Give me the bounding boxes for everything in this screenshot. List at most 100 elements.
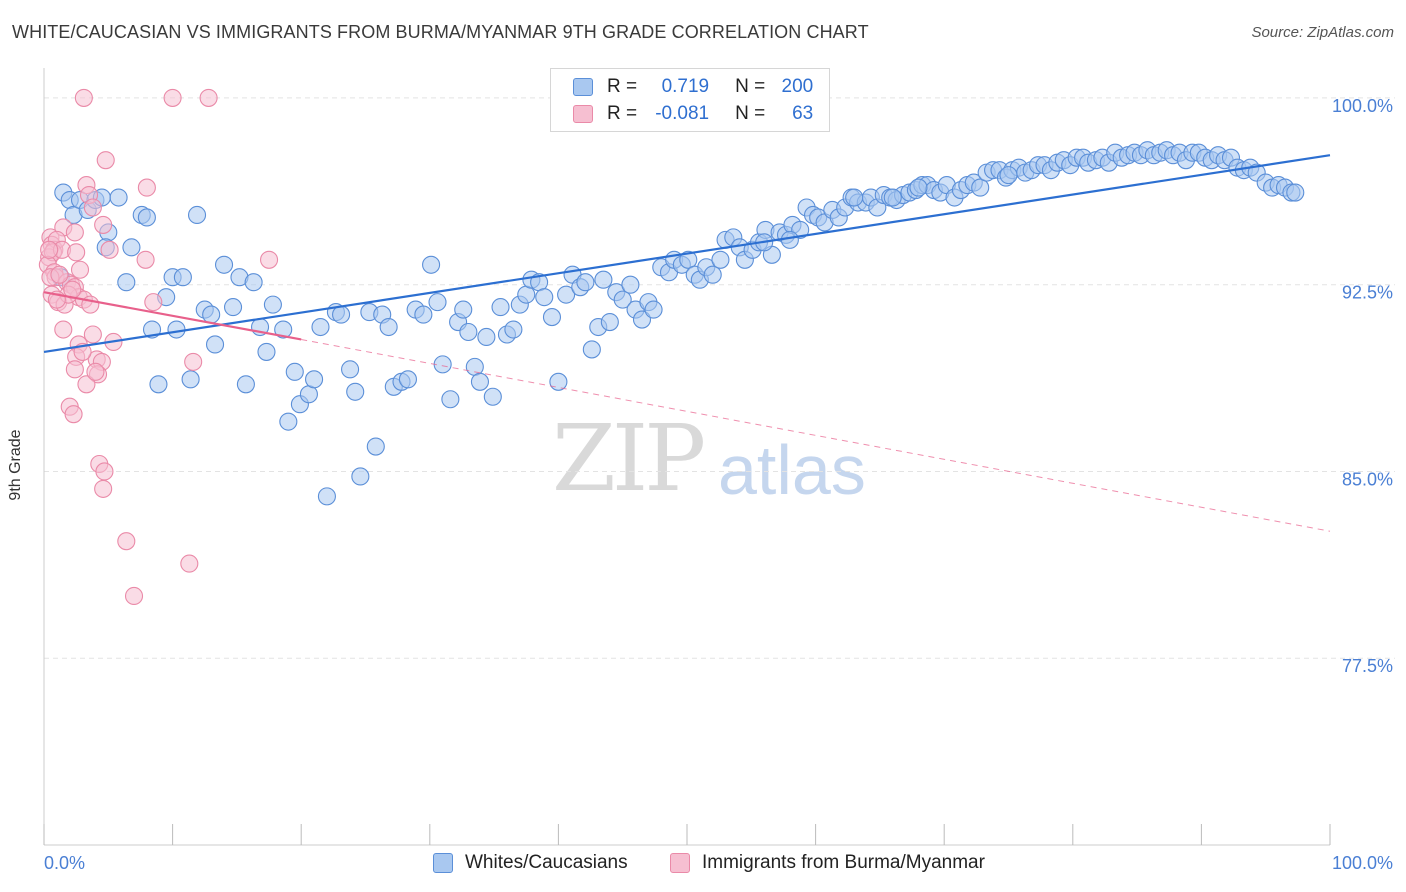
burma-point: [67, 243, 86, 262]
legend-item-burma: Immigrants from Burma/Myanmar: [670, 852, 985, 874]
white-point: [202, 305, 221, 324]
white-point: [117, 273, 136, 292]
white-point: [428, 293, 447, 312]
y-tick-label: 85.0%: [1342, 469, 1393, 489]
white-point: [711, 250, 730, 269]
x-tick-label: 0.0%: [44, 853, 85, 873]
white-point: [305, 370, 324, 389]
burma-point: [137, 178, 156, 197]
burma-trend-extension: [301, 338, 1331, 532]
white-point: [576, 273, 595, 292]
white-point: [582, 340, 601, 359]
white-point: [149, 375, 168, 394]
burma-point: [100, 240, 119, 259]
stats-legend: R = 0.719 N = 200 R = -0.081 N = 63: [550, 68, 830, 132]
white-point: [236, 375, 255, 394]
pink-swatch: [573, 105, 593, 123]
r-value: -0.081: [655, 103, 710, 124]
blue-swatch: [573, 78, 593, 96]
burma-point: [50, 265, 69, 284]
watermark-atlas: atlas: [718, 431, 866, 509]
burma-point: [54, 320, 73, 339]
burma-point: [64, 405, 83, 424]
pink-swatch: [670, 853, 690, 873]
burma-point: [70, 260, 90, 279]
white-point: [594, 270, 613, 289]
burma-point: [83, 198, 102, 217]
burma-point: [96, 151, 115, 170]
white-point: [780, 230, 799, 249]
burma-point: [94, 479, 113, 498]
white-point: [549, 372, 568, 391]
y-tick-label: 77.5%: [1342, 656, 1393, 676]
legend-row-burma: R = -0.081 N = 63: [573, 102, 813, 126]
white-point: [285, 362, 304, 381]
white-point: [263, 295, 282, 314]
r-label: R =: [607, 76, 638, 97]
burma-point: [40, 240, 59, 259]
burma-point: [163, 88, 182, 107]
burma-point: [94, 215, 113, 234]
white-point: [137, 208, 156, 227]
burma-point: [184, 352, 203, 371]
white-point: [557, 285, 576, 304]
white-point: [1286, 183, 1305, 202]
burma-point: [86, 362, 105, 381]
white-point: [454, 300, 473, 319]
white-point: [244, 273, 263, 292]
white-point: [999, 166, 1018, 185]
white-point: [317, 487, 336, 506]
legend-item-whites: Whites/Caucasians: [433, 852, 628, 874]
burma-point: [65, 223, 84, 242]
white-point: [883, 188, 902, 207]
y-tick-label: 100.0%: [1332, 96, 1393, 116]
burma-point: [95, 462, 114, 481]
white-point: [542, 308, 562, 327]
r-value: 0.719: [661, 76, 710, 97]
burma-point: [65, 360, 84, 379]
burma-point: [199, 88, 218, 107]
white-point: [441, 390, 460, 409]
white-point: [279, 412, 298, 431]
blue-swatch: [433, 853, 453, 873]
white-point: [422, 255, 441, 274]
y-tick-label: 92.5%: [1342, 283, 1393, 303]
white-point: [477, 327, 496, 347]
white-point: [535, 288, 554, 307]
white-point: [214, 255, 234, 274]
white-point: [845, 188, 864, 207]
n-label: N =: [735, 103, 766, 124]
legend-label-whites: Whites/Caucasians: [465, 852, 628, 873]
white-point: [909, 178, 928, 197]
n-value: 200: [781, 76, 814, 97]
white-point: [223, 298, 243, 317]
white-point: [621, 275, 640, 294]
white-point: [205, 335, 225, 354]
white-point: [109, 188, 128, 207]
burma-point: [124, 586, 144, 606]
white-point: [504, 320, 523, 339]
legend-label-burma: Immigrants from Burma/Myanmar: [702, 852, 985, 873]
burma-point: [259, 250, 279, 269]
n-value: 63: [792, 103, 814, 124]
white-point: [613, 290, 632, 309]
white-point: [187, 205, 207, 225]
legend-row-whites: R = 0.719 N = 200: [573, 75, 813, 99]
white-point: [644, 300, 663, 319]
white-point: [470, 372, 490, 391]
white-point: [483, 387, 502, 406]
white-point: [366, 437, 385, 456]
white-point: [274, 320, 293, 339]
white-point: [491, 298, 510, 317]
white-point: [346, 382, 365, 401]
white-point: [332, 305, 351, 324]
burma-point: [77, 375, 96, 394]
white-point: [600, 312, 619, 332]
burma-point: [144, 293, 163, 312]
white-point: [679, 250, 698, 269]
white-point: [122, 238, 141, 257]
white-point: [459, 322, 478, 342]
burma-point: [117, 532, 136, 551]
whites-trend-line: [43, 154, 1331, 354]
